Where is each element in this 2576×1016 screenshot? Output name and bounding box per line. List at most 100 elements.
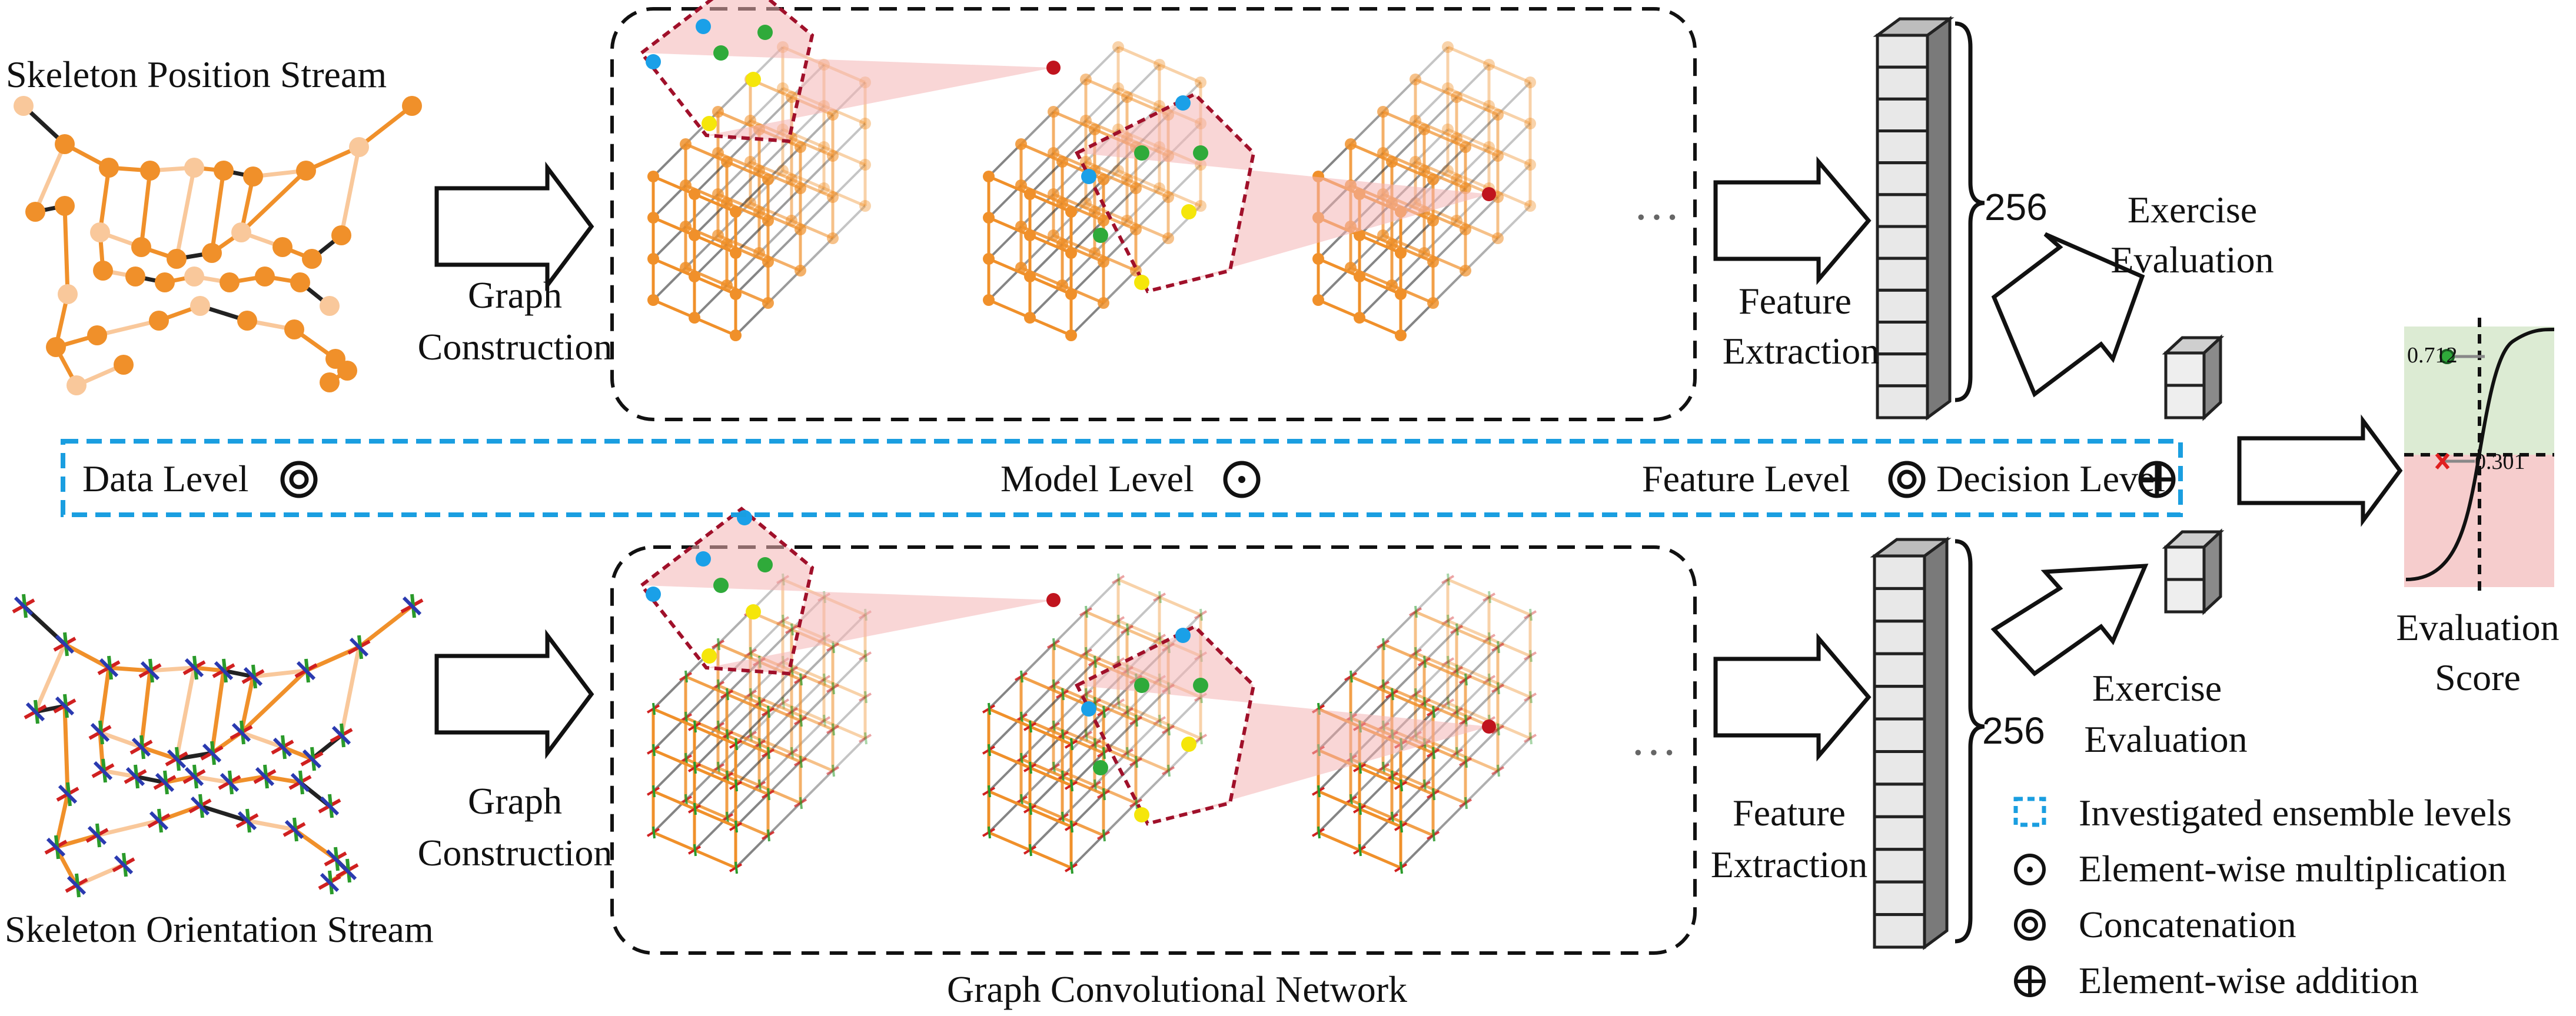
graph-node bbox=[1451, 91, 1462, 103]
graph-construction-label-bottom-2: Construction bbox=[417, 832, 613, 874]
orientation-axis-z bbox=[255, 767, 275, 787]
temporal-edge bbox=[734, 752, 769, 787]
skeleton-bone bbox=[264, 774, 301, 785]
concatenation-icon bbox=[280, 461, 318, 498]
graph-node bbox=[1056, 156, 1068, 168]
graph-edge bbox=[791, 669, 833, 690]
graph-edge bbox=[717, 192, 760, 214]
graph-edge bbox=[823, 719, 866, 740]
graph-edge bbox=[694, 766, 736, 787]
orientation-axis-y bbox=[684, 670, 688, 683]
graph-edge bbox=[1382, 642, 1425, 664]
orientation-axis-y bbox=[1085, 605, 1088, 618]
graph-edge bbox=[726, 692, 769, 714]
graph-node bbox=[730, 247, 742, 259]
temporal-edge bbox=[1358, 284, 1393, 319]
temporal-edge bbox=[832, 655, 866, 689]
graph-edge bbox=[1488, 186, 1531, 208]
graph-edge bbox=[1447, 169, 1490, 190]
ellipsis-top: ··· bbox=[1633, 192, 1680, 244]
orientation-axis-y bbox=[1020, 670, 1023, 683]
graph-edge bbox=[1488, 595, 1531, 617]
temporal-edge bbox=[1455, 637, 1490, 672]
temporal-edge bbox=[726, 784, 760, 819]
graph-edge bbox=[1382, 151, 1425, 172]
skeleton-bone bbox=[240, 669, 308, 734]
skeleton-joint bbox=[290, 272, 310, 292]
temporal-edge bbox=[790, 146, 825, 181]
temporal-edge bbox=[988, 758, 1022, 792]
graph-node bbox=[827, 191, 839, 203]
temporal-edge bbox=[1455, 596, 1490, 631]
graph-edge bbox=[1424, 251, 1466, 272]
skeleton-joint bbox=[155, 272, 175, 292]
orientation-axis-y bbox=[693, 761, 697, 774]
graph-edge bbox=[653, 831, 695, 852]
orientation-axis-x bbox=[1523, 692, 1537, 702]
low-score-value: 0.301 bbox=[2475, 449, 2525, 474]
temporal-edge bbox=[1167, 696, 1202, 731]
graph-node bbox=[1015, 138, 1027, 150]
orientation-axis-y bbox=[1358, 802, 1362, 815]
orientation-axis-y bbox=[1167, 764, 1171, 777]
temporal-edge bbox=[734, 178, 769, 213]
temporal-edge bbox=[652, 717, 687, 751]
graph-node bbox=[1492, 150, 1504, 162]
graph-edge bbox=[1424, 784, 1466, 805]
skeleton-bone bbox=[33, 643, 67, 713]
target-node bbox=[1482, 719, 1496, 734]
orientation-axis-y bbox=[832, 682, 835, 695]
graph-edge bbox=[1126, 219, 1169, 240]
graph-edge bbox=[1318, 298, 1360, 319]
temporal-edge bbox=[1093, 752, 1128, 787]
temporal-edge bbox=[1029, 775, 1063, 810]
temporal-edge bbox=[1093, 711, 1128, 745]
graph-edge bbox=[1359, 766, 1401, 787]
graph-node bbox=[1065, 329, 1077, 341]
orientation-axis-z bbox=[67, 875, 87, 895]
orientation-axis-y bbox=[767, 705, 770, 718]
graph-edge bbox=[988, 257, 1031, 278]
graph-edge bbox=[717, 766, 760, 787]
cube-side-face bbox=[2202, 334, 2222, 421]
temporal-edge bbox=[1400, 793, 1434, 828]
orientation-axis-z bbox=[220, 772, 240, 792]
highlighted-node bbox=[1181, 204, 1196, 219]
graph-edge bbox=[1118, 169, 1160, 190]
graph-node bbox=[721, 156, 733, 168]
skeleton-joint bbox=[237, 311, 257, 331]
graph-edge bbox=[1456, 669, 1498, 690]
temporal-edge bbox=[790, 719, 825, 754]
legend-multiplication-icon bbox=[2014, 854, 2046, 885]
skeleton-bone bbox=[194, 665, 224, 673]
feature-level-label: Feature Level bbox=[1642, 458, 1850, 499]
skeleton-joint bbox=[58, 284, 78, 304]
skeleton-joint bbox=[25, 202, 45, 222]
skeleton-bone bbox=[281, 745, 313, 761]
low-score-marker bbox=[2435, 453, 2450, 469]
temporal-edge bbox=[1432, 761, 1467, 795]
graph-construction-arrow-bottom bbox=[434, 629, 594, 759]
graph-node bbox=[1048, 106, 1059, 118]
graph-node bbox=[1418, 124, 1430, 135]
feature-extraction-label-top-1: Feature bbox=[1739, 280, 1852, 322]
orientation-axis-y bbox=[1464, 673, 1468, 686]
orientation-axis-y bbox=[864, 732, 867, 745]
graph-node bbox=[1354, 229, 1365, 241]
graph-edge bbox=[1350, 798, 1392, 820]
graph-node bbox=[1492, 109, 1504, 121]
graph-edge bbox=[717, 234, 760, 255]
graph-edge bbox=[1021, 266, 1063, 287]
graph-node bbox=[1427, 297, 1439, 309]
temporal-edge bbox=[1391, 128, 1425, 163]
skeleton-joint bbox=[220, 272, 240, 292]
feature-cell bbox=[1873, 619, 1926, 655]
feature-cell bbox=[1876, 65, 1929, 101]
graph-edge bbox=[726, 160, 769, 181]
temporal-edge bbox=[1135, 728, 1169, 763]
graph-node bbox=[712, 106, 724, 118]
graph-edge bbox=[1029, 192, 1072, 214]
temporal-edge bbox=[1061, 784, 1096, 819]
graph-node bbox=[730, 329, 742, 341]
